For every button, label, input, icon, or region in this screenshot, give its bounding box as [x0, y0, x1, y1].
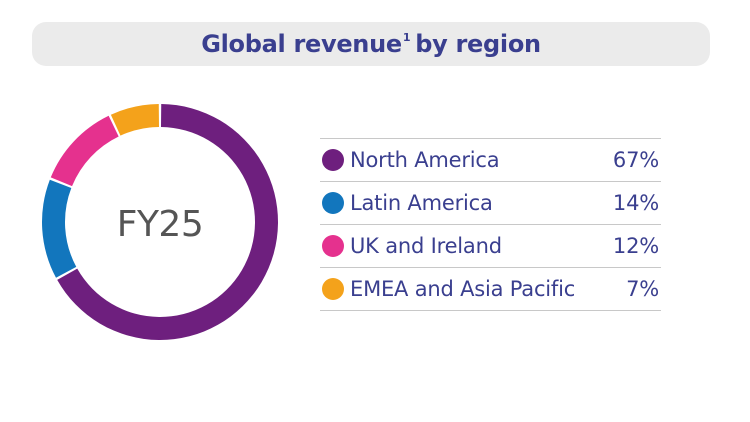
chart-title-main: Global revenue — [201, 30, 402, 58]
legend-row-latin-america: Latin America 14% — [320, 182, 661, 225]
chart-title-footnote-marker: 1 — [402, 31, 411, 44]
legend-label-latin-america: Latin America — [350, 191, 493, 215]
donut-slices — [41, 104, 278, 340]
legend-row-emea-and-asia-pacific: EMEA and Asia Pacific 7% — [320, 268, 661, 311]
legend-swatch-uk-and-ireland — [322, 235, 344, 257]
legend-row-north-america: North America 67% — [320, 139, 661, 182]
donut-chart: FY25 — [41, 104, 278, 340]
legend-label-emea-and-asia-pacific: EMEA and Asia Pacific — [350, 277, 576, 301]
legend-label-north-america: North America — [350, 148, 500, 172]
legend-row-uk-and-ireland: UK and Ireland 12% — [320, 225, 661, 268]
chart-title-tail: by region — [415, 30, 541, 58]
donut-slice-latin-america — [41, 179, 77, 278]
legend-value-emea-and-asia-pacific: 7% — [626, 277, 659, 301]
legend-value-uk-and-ireland: 12% — [612, 234, 659, 258]
donut-center-label: FY25 — [117, 204, 204, 245]
legend-swatch-emea-and-asia-pacific — [322, 278, 344, 300]
donut-slice-uk-and-ireland — [50, 115, 119, 187]
chart-title-bar: Global revenue1 by region — [32, 22, 710, 66]
legend-label-uk-and-ireland: UK and Ireland — [350, 234, 502, 258]
legend-swatch-latin-america — [322, 192, 344, 214]
legend-table: North America 67% Latin America 14% UK and I… — [320, 138, 661, 311]
legend-value-north-america: 67% — [612, 148, 659, 172]
legend-swatch-north-america — [322, 149, 344, 171]
donut-slice-emea-and-asia-pacific — [110, 104, 160, 136]
chart-title: Global revenue1 by region — [201, 30, 541, 58]
legend-value-latin-america: 14% — [612, 191, 659, 215]
